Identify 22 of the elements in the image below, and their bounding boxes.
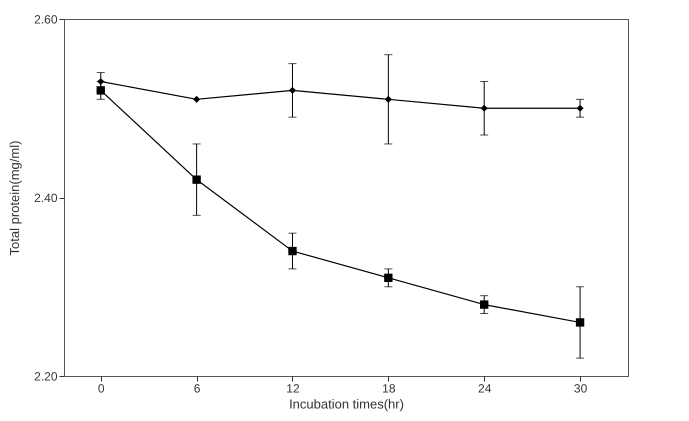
point — [384, 96, 392, 103]
y-tick-label: 2.20 — [34, 370, 58, 384]
point — [288, 246, 297, 256]
x-tick-label: 24 — [478, 382, 492, 396]
y-tick-label: 2.60 — [34, 12, 58, 26]
point — [96, 86, 105, 95]
point — [576, 318, 584, 327]
x-tick-label: 12 — [286, 382, 300, 396]
point — [288, 86, 296, 94]
x-tick-label: 0 — [98, 382, 105, 396]
point — [480, 104, 488, 112]
x-tick-label: 30 — [574, 382, 588, 396]
point — [480, 300, 488, 309]
point — [384, 274, 393, 282]
x-axis-title: Incubation times(hr) — [289, 396, 404, 412]
y-tick-label: 2.40 — [34, 191, 58, 205]
y-axis-title: Total protein(mg/ml) — [7, 140, 22, 256]
x-tick-label: 18 — [382, 382, 396, 396]
point — [193, 96, 200, 103]
x-tick-label: 6 — [194, 382, 201, 396]
point — [576, 104, 584, 112]
point — [192, 175, 201, 184]
